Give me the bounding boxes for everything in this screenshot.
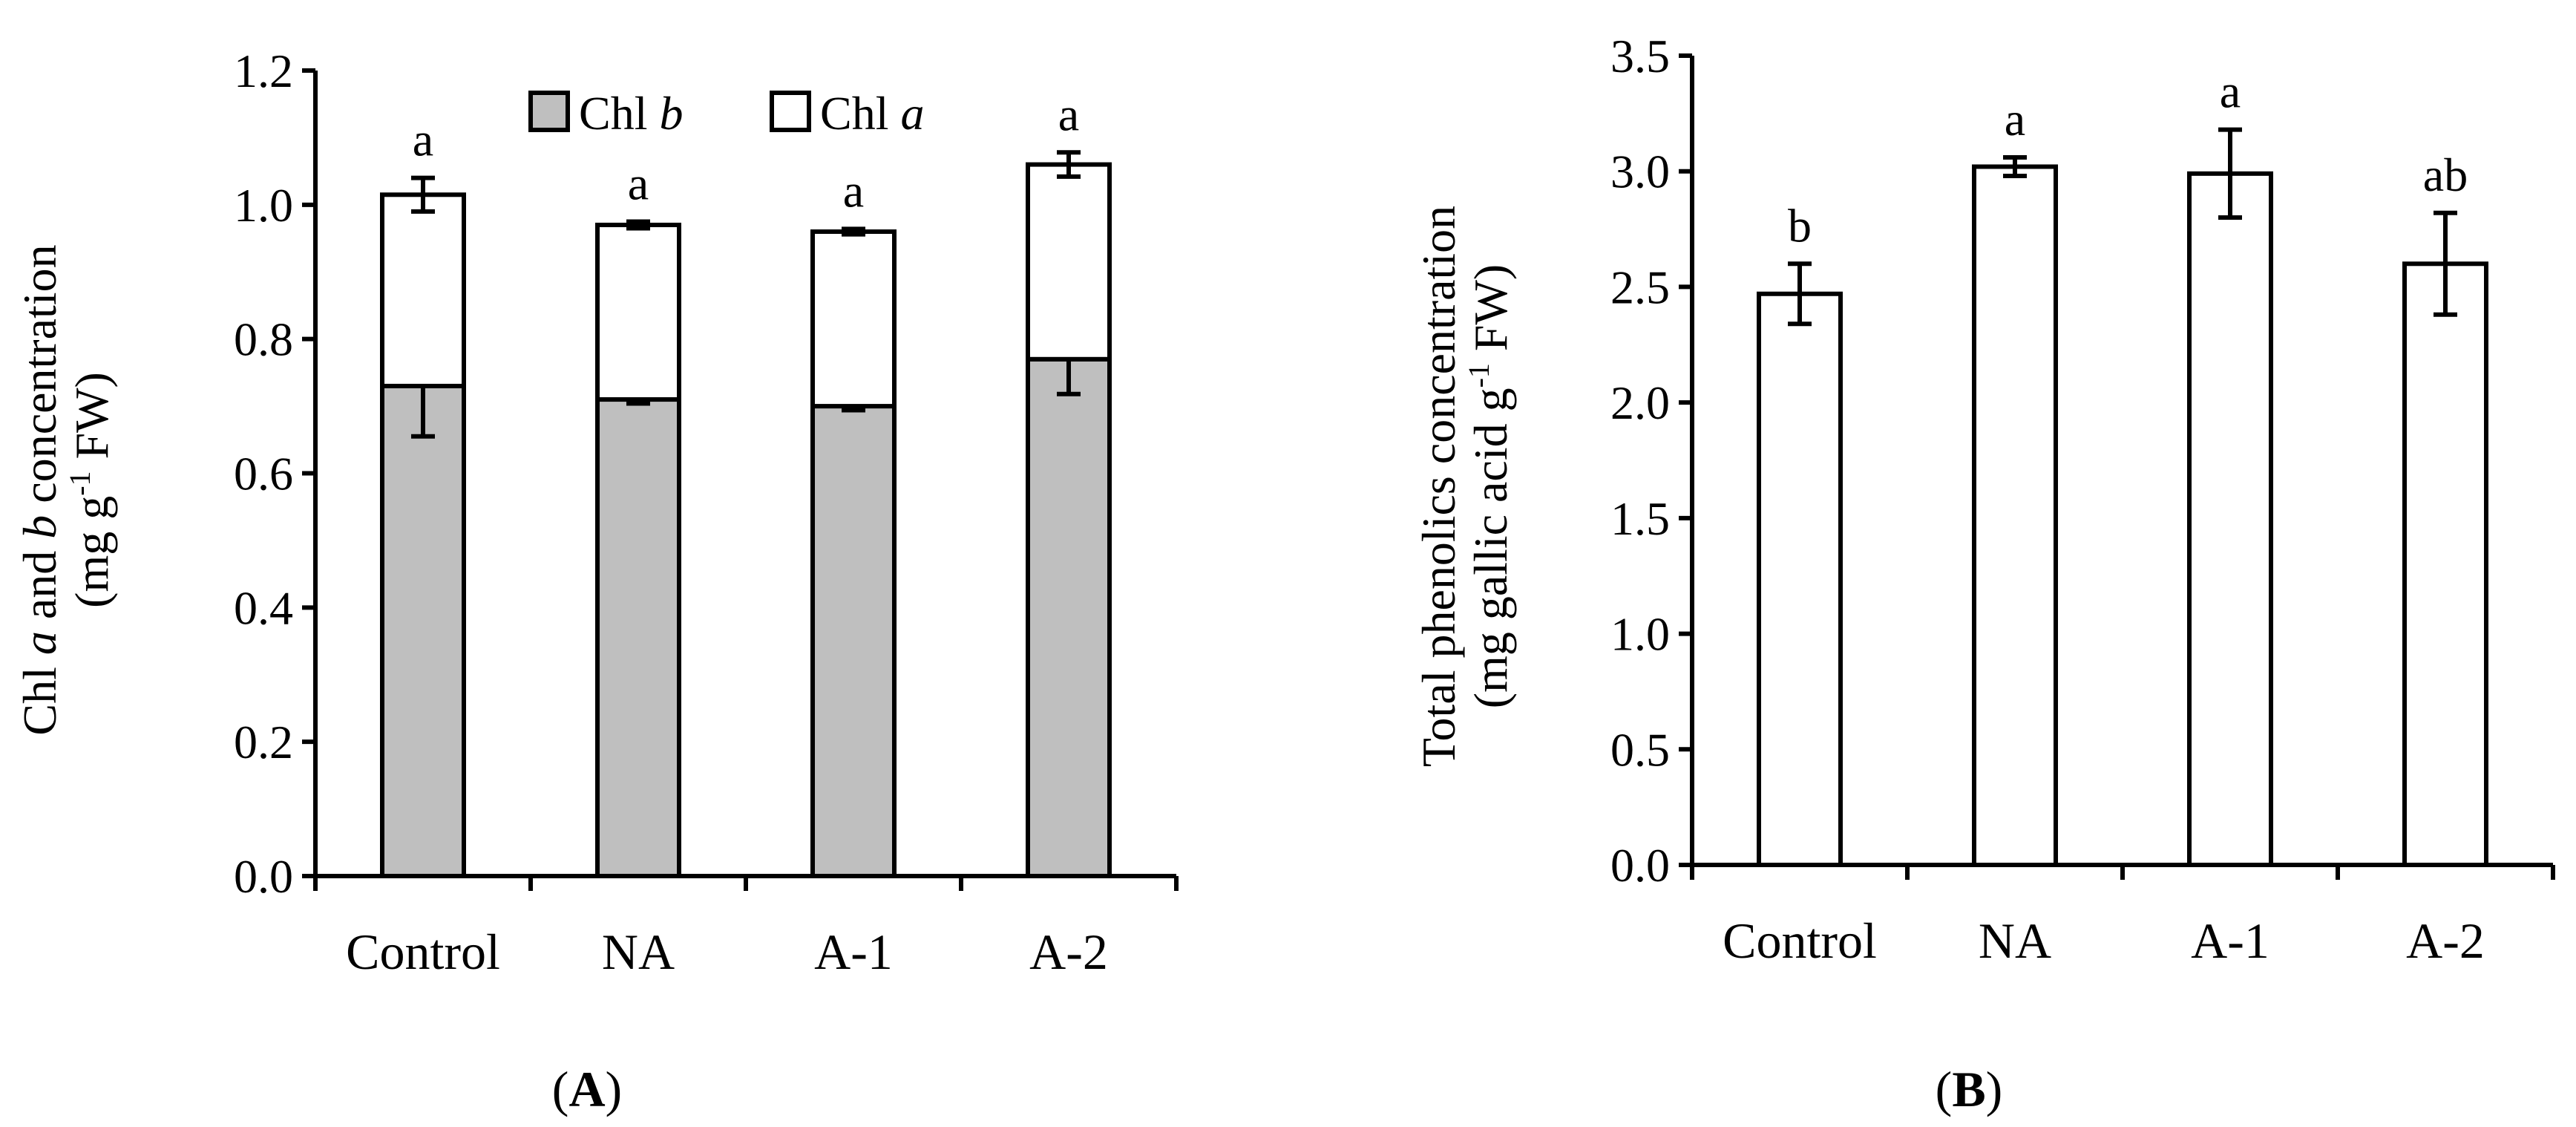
- panel-a-y-tick-label: 0.6: [234, 448, 293, 500]
- panel-a-x-tick-label: Control: [346, 924, 500, 980]
- bar-chl-a-a-2: [1026, 162, 1112, 362]
- panel-a-x-tick-label: A-2: [1029, 924, 1108, 980]
- panel-a-y-tick-label: 1.2: [234, 45, 293, 97]
- significance-label-chl-a: a: [628, 157, 649, 209]
- panel-a-chl-chart: Chl a and b concentration (mg g-1 FW) 0.…: [13, 45, 1179, 1117]
- panel-a-x-tick-label: A-1: [814, 924, 893, 980]
- legend-label-chl-a: Chl a: [820, 87, 924, 140]
- significance-label-chl-a: a: [413, 114, 433, 166]
- significance-label-chl-a: a: [1058, 88, 1079, 140]
- significance-label-total-phenolics: b: [1788, 199, 1812, 252]
- panel-b-phenolics-chart: Total phenolics concentration (mg gallic…: [1412, 30, 2555, 1117]
- significance-label-chl-a: a: [843, 164, 864, 217]
- panel-b-y-axis: 0.0 0.5 1.0 1.5 2.0 2.5 3.0 3.5: [1610, 30, 1694, 892]
- panel-a-y-tick-label: 1.0: [234, 179, 293, 232]
- panel-b-x-axis: Control NA A-1 A-2: [1690, 863, 2555, 969]
- panel-b-ylabel-line1: Total phenolics concentration: [1412, 206, 1465, 767]
- legend-swatch-chl-b: [528, 91, 570, 132]
- legend-swatch-chl-a: [770, 91, 811, 132]
- panel-b-y-tick-label: 3.0: [1610, 146, 1670, 198]
- panel-a-legend: Chl b Chl a: [528, 87, 924, 140]
- bar-total-phenolics-a-2: [2402, 261, 2488, 867]
- panel-a-y-tick-label: 0.8: [234, 313, 293, 366]
- panel-b-y-tick-label: 1.5: [1610, 492, 1670, 545]
- panel-b-y-tick-label: 2.0: [1610, 376, 1670, 429]
- panel-b-y-tick-label: 0.0: [1610, 839, 1670, 892]
- panel-b-bars: b a a ab: [1757, 65, 2488, 868]
- panel-a-y-axis: 0.0 0.2 0.4 0.6 0.8 1.0 1.2: [234, 45, 318, 903]
- bar-chl-b-a-2: [1026, 356, 1112, 878]
- panel-a-y-tick-label: 0.0: [234, 850, 293, 903]
- bar-chl-a-na: [595, 222, 681, 402]
- panel-a-label: (A): [552, 1061, 622, 1117]
- panel-a-y-tick-label: 0.2: [234, 716, 293, 768]
- panel-b-x-tick-label: NA: [1979, 912, 2051, 969]
- bar-chl-a-a-1: [810, 229, 897, 409]
- panel-a-x-tick-label: NA: [602, 924, 675, 980]
- bar-total-phenolics-control: [1757, 291, 1843, 867]
- panel-b-y-tick-label: 1.0: [1610, 608, 1670, 661]
- panel-b-ylabel-line2: (mg gallic acid g-1 FW): [1462, 264, 1517, 708]
- bar-total-phenolics-a-1: [2187, 171, 2273, 868]
- bar-total-phenolics-na: [1972, 164, 2058, 867]
- bar-chl-a-control: [380, 192, 466, 388]
- panel-b-label: (B): [1936, 1061, 2003, 1117]
- panel-b-x-tick-label: A-2: [2406, 912, 2485, 969]
- panel-b-x-tick-label: A-1: [2191, 912, 2269, 969]
- panel-a-y-tick-label: 0.4: [234, 581, 293, 634]
- significance-label-total-phenolics: ab: [2423, 148, 2468, 201]
- bar-chl-b-control: [380, 383, 466, 878]
- bar-chl-b-a-1: [810, 404, 897, 878]
- panel-b-y-tick-label: 3.5: [1610, 30, 1670, 82]
- panel-b-y-tick-label: 0.5: [1610, 723, 1670, 776]
- significance-label-total-phenolics: a: [2220, 65, 2241, 118]
- bar-chl-b-na: [595, 397, 681, 878]
- panel-b-y-tick-label: 2.5: [1610, 261, 1670, 313]
- panel-a-x-axis: Control NA A-1 A-2: [313, 874, 1179, 980]
- panel-b-x-tick-label: Control: [1723, 912, 1877, 969]
- legend-label-chl-b: Chl b: [579, 87, 683, 140]
- panel-a-ylabel-line1: Chl a and b concentration: [13, 244, 66, 735]
- panel-a-ylabel-line2: (mg g-1 FW): [63, 372, 118, 608]
- significance-label-total-phenolics: a: [2005, 93, 2025, 146]
- panel-a-bars: aaaaaaaa: [380, 88, 1112, 878]
